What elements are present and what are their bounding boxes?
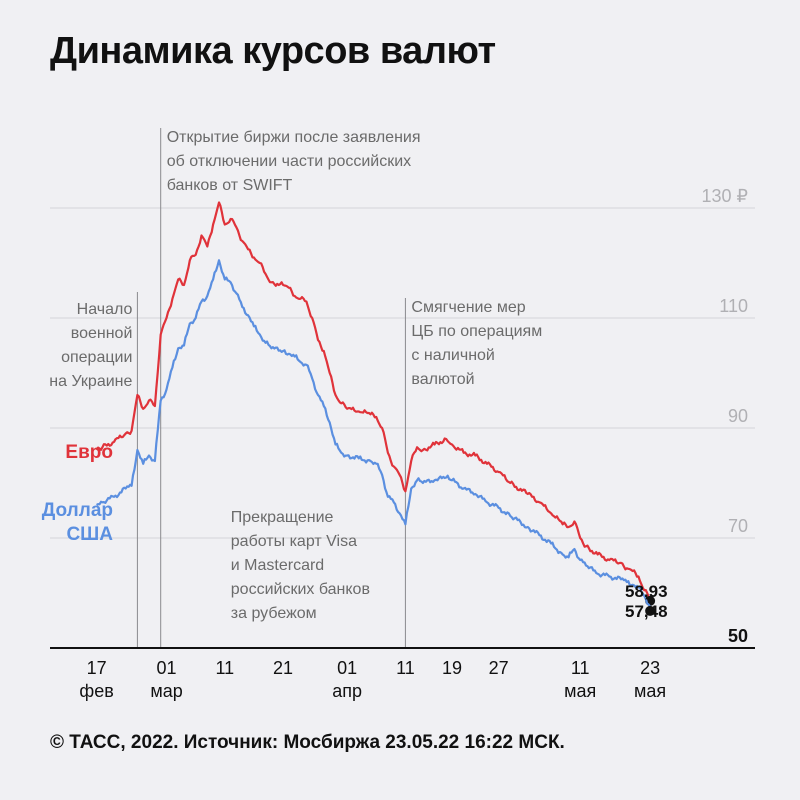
x-tick: 21 [273,658,293,678]
x-tick: 17 фев [79,658,113,701]
x-tick: 11 мая [564,658,596,701]
x-tick-month: мая [634,681,666,701]
y-tick-label: 90 [728,406,748,426]
x-tick: 27 [489,658,509,678]
x-tick-day: 01 [337,658,357,678]
x-tick-day: 01 [157,658,177,678]
x-tick-day: 23 [640,658,660,678]
x-tick-day: 11 [396,658,415,678]
x-tick: 11 [215,658,234,678]
x-tick-month: мар [150,681,182,701]
y-tick-label: 50 [728,626,748,646]
x-tick: 01 апр [332,658,362,701]
x-tick-day: 27 [489,658,509,678]
x-tick-day: 11 [571,658,590,678]
x-axis-ticks: 17 фев 01 мар 11 21 01 апр 11 19 27 11 мая 23 мая [79,658,666,701]
series-label-euro: Евро [65,442,113,463]
end-value-euro: 58,93 [625,582,668,601]
end-point-marker [645,605,656,616]
annotation-cash: Смягчение мер ЦБ по операциям с наличной ва… [411,299,542,388]
x-tick: 23 мая [634,658,666,701]
chart-title: Динамика курсов валют [50,30,496,72]
y-tick-label: 70 [728,516,748,536]
series-lines [95,201,656,616]
event-lines [136,128,406,648]
x-tick-day: 17 [87,658,107,678]
x-tick-month: мая [564,681,596,701]
x-tick-month: фев [79,681,113,701]
y-tick-label: 110 [719,296,748,316]
x-tick-month: апр [332,681,362,701]
annotation-war: Начало военной операции на Украине [49,301,132,390]
x-tick-day: 19 [442,658,462,678]
series-label-usd: Доллар США [42,500,113,545]
y-tick-label: 130 ₽ [702,186,749,206]
annotation-swift: Открытие биржи после заявления об отключе… [167,129,421,194]
source-footer: © ТАСС, 2022. Источник: Мосбиржа 23.05.2… [50,732,565,753]
y-axis-ticks: 130 ₽ 110 90 70 50 [702,186,749,646]
x-tick: 19 [442,658,462,678]
event-annotations: Начало военной операции на Украине Открытие … [49,129,542,622]
series-line-usd [96,259,652,608]
annotation-visa: Прекращение работы карт Visa и Mastercard р… [231,509,370,622]
x-tick-day: 21 [273,658,293,678]
x-tick-day: 11 [215,658,234,678]
gridlines [50,207,755,539]
x-tick: 11 [396,658,415,678]
end-value-usd: 57,48 [625,602,668,621]
series-line-euro [95,201,652,600]
x-tick: 01 мар [150,658,182,701]
